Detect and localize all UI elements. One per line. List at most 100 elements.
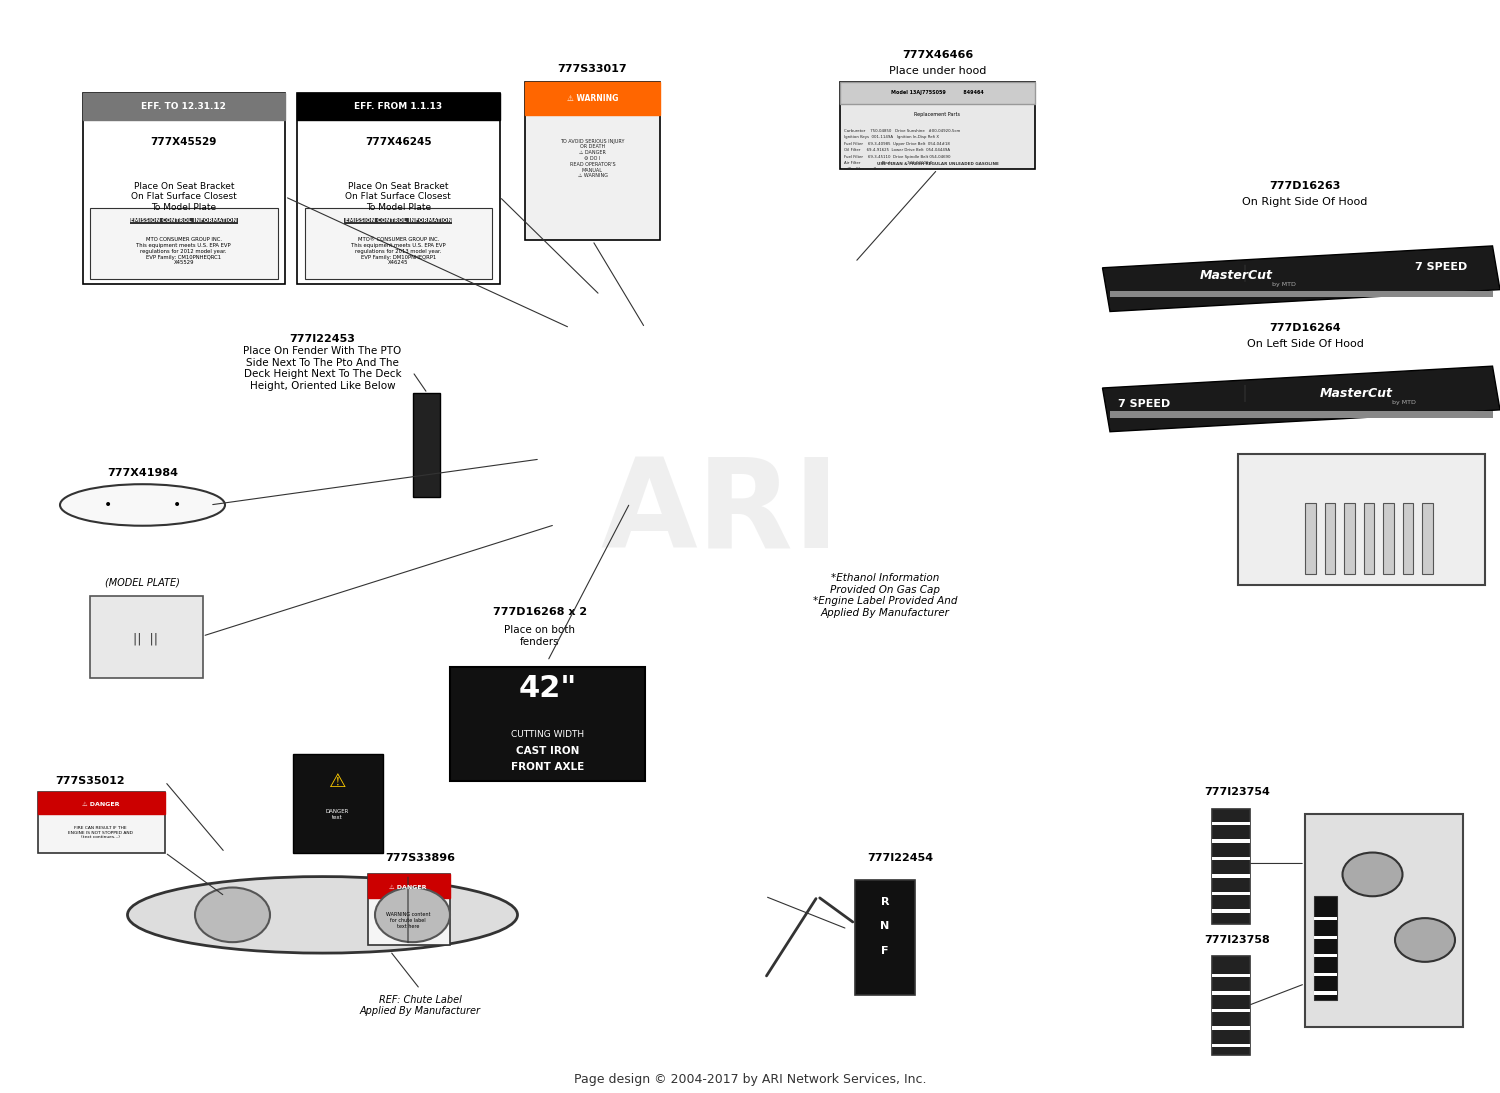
Bar — [297, 93, 500, 120]
Bar — [1238, 454, 1485, 585]
Bar — [368, 874, 450, 898]
Bar — [38, 792, 165, 853]
Bar — [1314, 973, 1336, 976]
Bar — [1212, 1026, 1249, 1030]
Bar — [1212, 892, 1249, 895]
Text: by MTD: by MTD — [1392, 400, 1416, 404]
Text: 777D16263: 777D16263 — [1269, 180, 1341, 191]
Bar — [1212, 1009, 1249, 1012]
Text: ⚠: ⚠ — [328, 772, 346, 791]
Circle shape — [375, 888, 450, 942]
Text: Replacement Parts: Replacement Parts — [915, 113, 960, 117]
Text: MTO CONSUMER GROUP INC.
This equipment meets U.S. EPA EVP
regulations for 2012 m: MTO CONSUMER GROUP INC. This equipment m… — [136, 237, 231, 266]
Bar — [90, 208, 278, 279]
Text: Fuel Filter    69-3-45110  Drive Spindle Belt 054-04690: Fuel Filter 69-3-45110 Drive Spindle Bel… — [844, 154, 951, 158]
Text: (MODEL PLATE): (MODEL PLATE) — [105, 577, 180, 588]
Bar — [1212, 974, 1249, 977]
Bar — [1212, 822, 1249, 825]
Bar — [1212, 857, 1249, 860]
Text: Fuel Filter    69-3-40985  Upper Drive Belt  054-04#18: Fuel Filter 69-3-40985 Upper Drive Belt … — [844, 142, 951, 145]
Bar — [1212, 874, 1249, 878]
Text: Place On Fender With The PTO
Side Next To The Pto And The
Deck Height Next To Th: Place On Fender With The PTO Side Next T… — [243, 346, 402, 390]
Circle shape — [1342, 853, 1402, 896]
Bar — [38, 792, 165, 814]
Bar — [297, 93, 500, 284]
Text: ARI: ARI — [600, 454, 840, 574]
Bar — [1212, 991, 1249, 995]
Bar — [1324, 503, 1335, 574]
Text: 777I23754: 777I23754 — [1204, 787, 1270, 798]
Text: 777X46245: 777X46245 — [364, 137, 432, 148]
Text: On Left Side Of Hood: On Left Side Of Hood — [1246, 339, 1364, 350]
Bar — [1364, 503, 1374, 574]
Bar — [82, 93, 285, 284]
Text: N: N — [880, 920, 890, 931]
Text: 777D16264: 777D16264 — [1269, 322, 1341, 333]
Text: CUTTING WIDTH: CUTTING WIDTH — [512, 730, 584, 739]
Bar — [1422, 503, 1432, 574]
Text: DANGER
text: DANGER text — [326, 809, 350, 820]
Bar — [525, 82, 660, 240]
Text: 7 SPEED: 7 SPEED — [1414, 261, 1467, 272]
Text: FIRE CAN RESULT IF THE
ENGINE IS NOT STOPPED AND
(text continues...): FIRE CAN RESULT IF THE ENGINE IS NOT STO… — [68, 826, 134, 839]
Text: Carburetor    750-04850   Drive Sunshine   #00-04920-5cm: Carburetor 750-04850 Drive Sunshine #00-… — [844, 129, 962, 133]
Text: 777X46466: 777X46466 — [902, 49, 974, 60]
Text: Air Filter                 Blades          742-04100-0: Air Filter Blades 742-04100-0 — [844, 161, 933, 165]
Text: 777S33017: 777S33017 — [558, 63, 627, 74]
Text: 777D16268 x 2: 777D16268 x 2 — [494, 607, 586, 618]
Text: Place On Seat Bracket
On Flat Surface Closest
To Model Plate: Place On Seat Bracket On Flat Surface Cl… — [130, 181, 237, 212]
Text: 42": 42" — [519, 674, 576, 703]
Text: Model 13AJ775S059          849464: Model 13AJ775S059 849464 — [891, 91, 984, 95]
Text: USE CLEAN & FRESH REGULAR UNLEADED GASOLINE: USE CLEAN & FRESH REGULAR UNLEADED GASOL… — [876, 162, 999, 166]
Text: ||  ||: || || — [134, 633, 158, 646]
Text: WARNING content
for chute label
text here: WARNING content for chute label text her… — [386, 912, 430, 929]
Bar — [840, 82, 1035, 169]
Bar — [1314, 896, 1336, 1000]
Text: 777S35012: 777S35012 — [56, 776, 125, 787]
Text: REF: Chute Label
Applied By Manufacturer: REF: Chute Label Applied By Manufacturer — [360, 995, 480, 1016]
Text: Place On Seat Bracket
On Flat Surface Closest
To Model Plate: Place On Seat Bracket On Flat Surface Cl… — [345, 181, 452, 212]
Bar — [450, 667, 645, 781]
Bar — [1305, 814, 1462, 1027]
Bar — [1344, 503, 1354, 574]
Ellipse shape — [128, 877, 518, 953]
Text: Page design © 2004-2017 by ARI Network Services, Inc.: Page design © 2004-2017 by ARI Network S… — [573, 1073, 926, 1086]
Polygon shape — [1102, 246, 1500, 312]
Bar — [1110, 411, 1492, 418]
Text: 777I23758: 777I23758 — [1204, 935, 1270, 945]
Bar — [1212, 1044, 1249, 1047]
Ellipse shape — [60, 484, 225, 526]
Text: R: R — [880, 896, 890, 907]
Text: Ignition Keys  001-1149A   Ignition In-Disp Refi X: Ignition Keys 001-1149A Ignition In-Disp… — [844, 136, 939, 140]
Text: •: • — [104, 498, 112, 512]
Text: 777X41984: 777X41984 — [106, 468, 178, 479]
Polygon shape — [1102, 366, 1500, 432]
Text: EFF. FROM 1.1.13: EFF. FROM 1.1.13 — [354, 102, 442, 111]
Text: ⚠ DANGER: ⚠ DANGER — [81, 802, 120, 807]
Bar — [1314, 954, 1336, 957]
Bar — [1383, 503, 1394, 574]
Text: EMISSION CONTROL INFORMATION: EMISSION CONTROL INFORMATION — [345, 219, 452, 223]
Bar — [1212, 909, 1249, 913]
Circle shape — [1395, 918, 1455, 962]
Bar — [1314, 991, 1336, 995]
Bar — [1314, 917, 1336, 920]
Bar — [855, 880, 915, 995]
Text: 777X45529: 777X45529 — [150, 137, 217, 148]
Text: 777S33896: 777S33896 — [386, 853, 454, 863]
Bar — [525, 82, 660, 115]
Text: 7 SPEED: 7 SPEED — [1118, 399, 1170, 410]
Text: Place under hood: Place under hood — [890, 66, 986, 77]
Bar — [413, 393, 440, 497]
Text: CAST IRON: CAST IRON — [516, 745, 579, 756]
Text: 777I22454: 777I22454 — [867, 853, 933, 863]
Text: TO AVOID SERIOUS INJURY
OR DEATH
⚠ DANGER
⚙ DO I
READ OPERATOR'S
MANUAL
⚠ WARNIN: TO AVOID SERIOUS INJURY OR DEATH ⚠ DANGE… — [561, 139, 624, 178]
Circle shape — [195, 888, 270, 942]
Bar — [840, 82, 1035, 104]
Bar — [1212, 956, 1249, 1055]
Bar — [90, 596, 202, 678]
Text: w/Pre-Cleaner  X: w/Pre-Cleaner X — [844, 167, 876, 172]
Text: ⚠ WARNING: ⚠ WARNING — [567, 94, 618, 103]
Text: Oil Filter     69-4-91625  Lower Drive Belt  054-04449A: Oil Filter 69-4-91625 Lower Drive Belt 0… — [844, 149, 951, 152]
Text: by MTD: by MTD — [1272, 282, 1296, 286]
